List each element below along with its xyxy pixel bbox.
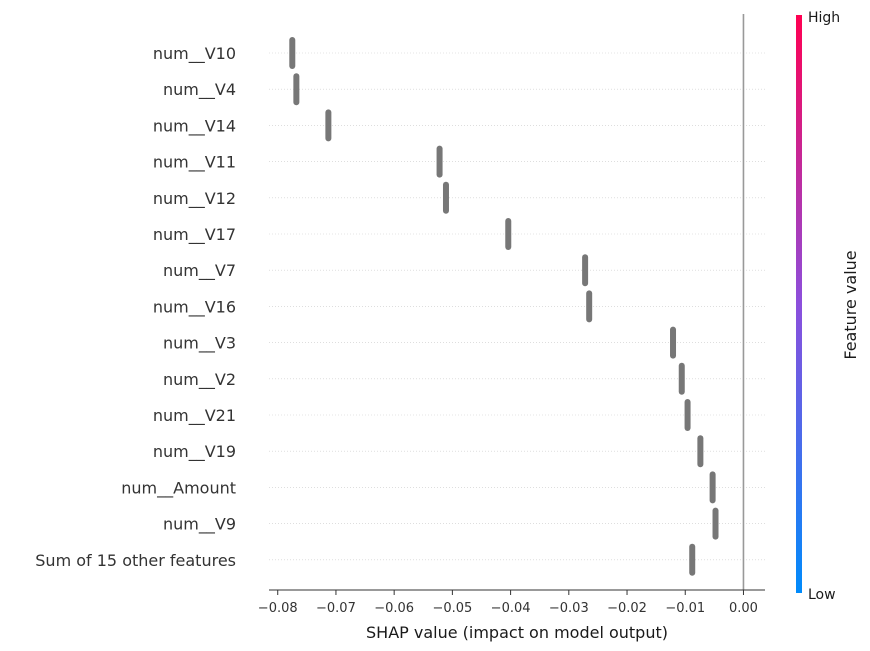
feature-label: num__V3 (163, 334, 236, 354)
feature-label: num__V4 (163, 80, 236, 100)
feature-label: num__Amount (121, 478, 236, 498)
feature-label: num__V12 (153, 189, 236, 209)
shap-marker (670, 326, 677, 359)
x-axis: −0.08 −0.07 −0.06 −0.05 −0.04 −0.03 −0.02 −0.01… (258, 589, 765, 642)
x-tick-label: −0.02 (607, 601, 647, 616)
row-gridlines (269, 52, 765, 561)
shap-marker (325, 109, 332, 142)
x-tick-label: −0.04 (491, 601, 531, 616)
feature-label: num__V19 (153, 442, 236, 462)
feature-label: num__V21 (153, 406, 236, 426)
x-tick-label: −0.03 (549, 601, 589, 616)
x-tick-label: −0.07 (316, 601, 356, 616)
feature-label: num__V11 (153, 153, 236, 173)
shap-marker (293, 73, 300, 106)
x-axis-title: SHAP value (impact on model output) (366, 623, 668, 642)
feature-label: num__V7 (163, 261, 236, 281)
feature-label: num__V16 (153, 297, 236, 317)
feature-label: num__V14 (153, 116, 236, 136)
x-ticks: −0.08 −0.07 −0.06 −0.05 −0.04 −0.03 −0.02 −0.01… (258, 590, 758, 616)
shap-marker (289, 37, 296, 69)
shap-marker (678, 362, 685, 395)
colorbar: High Low Feature value (796, 10, 860, 603)
feature-label: Sum of 15 other features (35, 551, 236, 570)
feature-label: num__V17 (153, 225, 236, 245)
feature-labels: num__V10 num__V4 num__V14 num__V11 num__V12n… (35, 44, 236, 570)
shap-marker (436, 145, 443, 178)
shap-marker (689, 543, 696, 576)
shap-markers (289, 37, 719, 576)
colorbar-low-label: Low (808, 587, 836, 603)
x-tick-label: −0.01 (665, 601, 705, 616)
feature-label: num__V10 (153, 44, 236, 64)
x-tick-label: −0.06 (374, 601, 414, 616)
feature-label: num__V9 (163, 515, 236, 535)
x-tick-label: −0.08 (258, 601, 298, 616)
shap-marker (684, 399, 691, 431)
x-tick-label: −0.05 (432, 601, 472, 616)
colorbar-gradient (796, 15, 802, 593)
shap-marker (442, 181, 449, 214)
shap-marker (697, 435, 704, 468)
x-tick-label: 0.00 (729, 601, 758, 616)
colorbar-high-label: High (808, 10, 840, 26)
feature-label: num__V2 (163, 370, 236, 390)
shap-marker (505, 218, 512, 250)
shap-marker (712, 507, 719, 540)
shap-marker (586, 290, 593, 323)
shap-marker (582, 254, 589, 287)
colorbar-title: Feature value (841, 250, 860, 359)
shap-marker (709, 471, 716, 504)
